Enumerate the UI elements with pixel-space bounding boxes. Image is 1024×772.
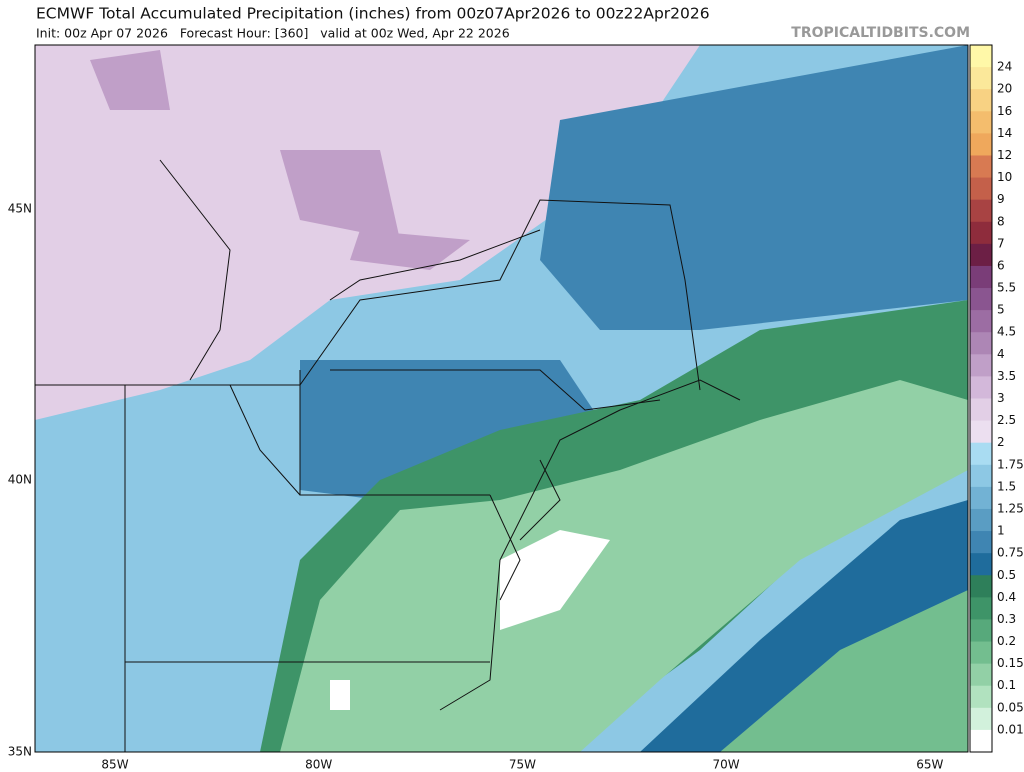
colorbar-frame <box>969 44 993 753</box>
colorbar-label: 0.3 <box>997 612 1016 626</box>
colorbar-label: 7 <box>997 236 1005 250</box>
colorbar-label: 0.2 <box>997 634 1016 648</box>
colorbar-swatch <box>970 531 992 554</box>
colorbar-label: 4 <box>997 347 1005 361</box>
colorbar-swatch <box>970 398 992 422</box>
colorbar-swatch <box>970 265 992 289</box>
colorbar-swatch <box>970 486 992 510</box>
colorbar-label: 6 <box>997 258 1005 272</box>
colorbar-label: 0.5 <box>997 568 1016 582</box>
colorbar-swatch <box>970 199 992 223</box>
colorbar-swatch <box>970 641 992 665</box>
lat-label: 40N <box>8 473 32 487</box>
colorbar-swatch <box>970 575 992 598</box>
colorbar-label: 4.5 <box>997 325 1016 339</box>
colorbar-swatch <box>970 332 992 355</box>
lon-label: 75W <box>509 758 536 772</box>
colorbar-swatch <box>970 442 992 466</box>
lat-labels: 45N 40N 35N <box>8 202 32 759</box>
colorbar-label: 0.1 <box>997 678 1016 692</box>
colorbar-swatch <box>970 243 992 267</box>
lon-labels: 85W 80W 75W 70W 65W <box>101 758 943 772</box>
colorbar-swatch <box>970 354 992 377</box>
colorbar-label: 3 <box>997 391 1005 405</box>
colorbar-label: 14 <box>997 126 1012 140</box>
colorbar-swatch <box>970 133 992 156</box>
colorbar-label: 0.4 <box>997 590 1016 604</box>
field-ne <box>540 45 968 330</box>
colorbar-swatch <box>970 376 992 399</box>
colorbar-swatch <box>970 177 992 201</box>
colorbar-label: 24 <box>997 60 1012 74</box>
field-white <box>330 530 610 710</box>
colorbar-label: 1.5 <box>997 479 1016 493</box>
colorbar-swatch <box>970 707 992 731</box>
colorbar-label: 10 <box>997 170 1012 184</box>
map-frame <box>34 44 969 753</box>
lat-label: 45N <box>8 202 32 216</box>
colorbar-swatch <box>970 89 992 112</box>
map-area <box>34 44 969 753</box>
colorbar-swatch <box>970 67 992 90</box>
colorbar-label: 20 <box>997 82 1012 96</box>
colorbar-label: 0.01 <box>997 722 1024 736</box>
colorbar-label: 5 <box>997 303 1005 317</box>
colorbar-swatch <box>970 663 992 687</box>
colorbar-swatch <box>970 553 992 576</box>
lon-label: 85W <box>101 758 128 772</box>
colorbar-label: 2.5 <box>997 413 1016 427</box>
colorbar-swatch <box>970 45 992 68</box>
colorbar-swatch <box>970 288 992 311</box>
colorbar-label: 1.25 <box>997 501 1024 515</box>
colorbar-label: 0.15 <box>997 656 1024 670</box>
colorbar-swatch <box>970 155 992 179</box>
lon-label: 80W <box>305 758 332 772</box>
colorbar-swatch <box>970 221 992 245</box>
field-ocean-green <box>720 590 968 752</box>
colorbar-swatch <box>970 111 992 134</box>
colorbar-label: 9 <box>997 192 1005 206</box>
colorbar-label: 5.5 <box>997 281 1016 295</box>
colorbar-label: 8 <box>997 214 1005 228</box>
lon-label: 70W <box>713 758 740 772</box>
colorbar-label: 0.75 <box>997 546 1024 560</box>
colorbar-label: 2 <box>997 435 1005 449</box>
subtitle: Init: 00z Apr 07 2026 Forecast Hour: [36… <box>36 26 510 41</box>
colorbar-swatch <box>970 420 992 444</box>
colorbar-label: 0.05 <box>997 700 1024 714</box>
colorbar-swatch <box>970 729 992 753</box>
colorbar-swatch <box>970 464 992 488</box>
colorbar-swatch <box>970 619 992 643</box>
colorbar-label: 3.5 <box>997 369 1016 383</box>
colorbar-swatch <box>970 597 992 620</box>
colorbar-label: 1 <box>997 524 1005 538</box>
colorbar-label: 16 <box>997 104 1012 118</box>
title: ECMWF Total Accumulated Precipitation (i… <box>36 5 710 23</box>
lat-label: 35N <box>8 745 32 759</box>
colorbar-label: 1.75 <box>997 457 1024 471</box>
field-light-green <box>280 380 968 752</box>
colorbar: 24 20 16 14 12 10 9 8 7 6 5.5 5 4.5 4 3.5 3 2.5 2 1.75 1.5 1… <box>969 44 1024 753</box>
lon-label: 65W <box>916 758 943 772</box>
boundaries <box>35 159 741 752</box>
colorbar-label: 12 <box>997 148 1012 162</box>
colorbar-swatch <box>970 310 992 333</box>
field-higher <box>90 50 470 270</box>
watermark: TROPICALTIDBITS.COM <box>791 25 970 41</box>
colorbar-swatch <box>970 508 992 532</box>
colorbar-swatch <box>970 685 992 709</box>
